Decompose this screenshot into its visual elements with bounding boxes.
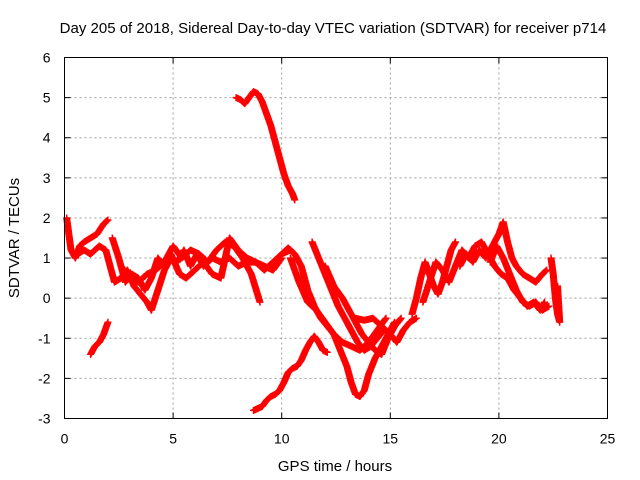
y-tick-label: 3 [43, 170, 51, 186]
x-axis-label: GPS time / hours [278, 458, 392, 475]
series-arc-15 [456, 218, 551, 286]
x-tick-label: 25 [600, 431, 616, 447]
y-tick-label: -2 [38, 370, 51, 386]
x-tick-label: 20 [491, 431, 507, 447]
data-point [104, 318, 112, 326]
series-arc-11 [321, 262, 405, 358]
y-tick-label: 5 [43, 90, 51, 106]
y-tick-label: -3 [38, 411, 51, 427]
data-point [256, 298, 264, 306]
data-point [554, 282, 562, 290]
series-arc-12 [352, 314, 420, 346]
series-arc-6 [232, 88, 299, 204]
x-tick-labels: 0 5 10 15 20 25 [61, 431, 616, 447]
y-axis-label: SDTVAR / TECUs [6, 178, 23, 298]
x-tick-label: 5 [169, 431, 177, 447]
data-point [543, 266, 551, 274]
data-points [63, 88, 564, 414]
y-tick-label: 1 [43, 250, 51, 266]
series-arc-5 [117, 238, 264, 306]
x-tick-label: 0 [61, 431, 69, 447]
data-point [103, 217, 111, 225]
data-point [396, 315, 404, 323]
y-tick-label: -1 [38, 330, 51, 346]
axis-ticks [64, 57, 608, 419]
data-point [545, 302, 553, 310]
series-arc-7 [249, 332, 331, 414]
grid-lines [64, 57, 608, 419]
y-tick-label: 0 [43, 290, 51, 306]
series-arc-10 [308, 238, 388, 354]
x-tick-label: 10 [274, 431, 290, 447]
series-arc-17 [547, 254, 564, 326]
series-arc-16 [486, 242, 553, 314]
y-tick-label: 6 [43, 50, 51, 66]
data-point [451, 238, 459, 246]
data-point [541, 298, 549, 306]
y-tick-label: 2 [43, 210, 51, 226]
chart-title: Day 205 of 2018, Sidereal Day-to-day VTE… [60, 20, 607, 37]
data-point [104, 216, 112, 224]
y-tick-label: 4 [43, 130, 51, 146]
data-point [542, 267, 550, 275]
data-point [323, 348, 331, 356]
data-point [382, 314, 390, 322]
series-arc-3 [87, 318, 112, 358]
data-point [291, 196, 299, 204]
y-tick-labels: -3 -2 -1 0 1 2 3 4 5 6 [38, 50, 51, 427]
plot-frame [64, 57, 608, 419]
x-tick-label: 15 [383, 431, 399, 447]
data-point [397, 314, 405, 322]
data-point [412, 314, 420, 322]
